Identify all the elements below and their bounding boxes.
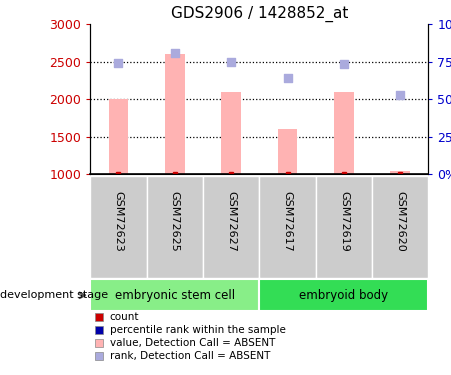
Text: value, Detection Call = ABSENT: value, Detection Call = ABSENT bbox=[110, 338, 275, 348]
Title: GDS2906 / 1428852_at: GDS2906 / 1428852_at bbox=[170, 5, 348, 22]
Bar bbox=[259, 176, 316, 278]
Text: percentile rank within the sample: percentile rank within the sample bbox=[110, 325, 285, 335]
Text: count: count bbox=[110, 312, 139, 322]
Text: development stage: development stage bbox=[0, 290, 109, 300]
Bar bbox=[278, 129, 297, 174]
Bar bbox=[147, 176, 203, 278]
Bar bbox=[90, 176, 147, 278]
Bar bbox=[90, 279, 259, 311]
Bar bbox=[259, 279, 428, 311]
Point bbox=[397, 92, 404, 98]
Text: embryonic stem cell: embryonic stem cell bbox=[115, 289, 235, 302]
Text: GSM72620: GSM72620 bbox=[395, 191, 405, 252]
Text: embryoid body: embryoid body bbox=[299, 289, 388, 302]
Bar bbox=[203, 176, 259, 278]
Bar bbox=[165, 54, 184, 174]
Text: GSM72627: GSM72627 bbox=[226, 191, 236, 252]
Bar bbox=[221, 92, 241, 174]
Text: GSM72619: GSM72619 bbox=[339, 191, 349, 252]
Text: GSM72625: GSM72625 bbox=[170, 191, 180, 252]
Point bbox=[115, 60, 122, 66]
Bar bbox=[109, 99, 128, 174]
Point bbox=[284, 75, 291, 81]
Bar bbox=[316, 176, 372, 278]
Text: rank, Detection Call = ABSENT: rank, Detection Call = ABSENT bbox=[110, 351, 270, 361]
Point bbox=[227, 59, 235, 65]
Text: GSM72623: GSM72623 bbox=[113, 191, 124, 252]
Text: GSM72617: GSM72617 bbox=[282, 191, 293, 252]
Bar bbox=[391, 171, 410, 174]
Point bbox=[171, 50, 178, 56]
Point bbox=[340, 61, 347, 67]
Bar bbox=[372, 176, 428, 278]
Bar bbox=[334, 92, 354, 174]
